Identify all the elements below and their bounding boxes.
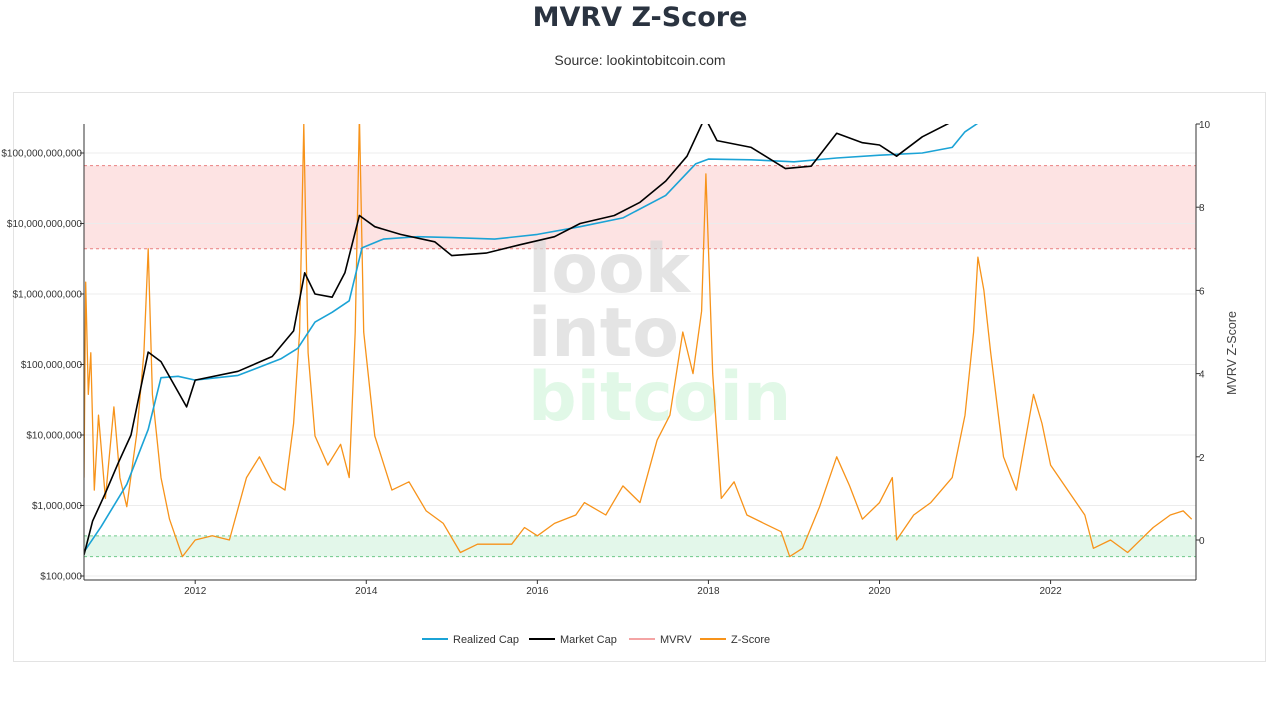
x-tick-label: 2016 [526, 586, 549, 597]
zone-red [84, 165, 1196, 249]
y-right-tick-label: 0 [1199, 536, 1205, 547]
legend-item-z-score[interactable]: Z-Score [700, 634, 770, 646]
x-tick-label: 2022 [1039, 586, 1062, 597]
y-right-tick-label: 8 [1199, 203, 1205, 214]
y-left-tick-label: $10,000,000 [26, 431, 82, 442]
watermark-line3: bitcoin [528, 358, 791, 437]
y-right-tick-label: 2 [1199, 453, 1205, 464]
x-tick-label: 2012 [184, 586, 207, 597]
grid-layer [84, 152, 1196, 577]
legend-item-mvrv[interactable]: MVRV [629, 634, 692, 646]
y-left-tick-label: $1,000,000,000 [12, 290, 82, 301]
series-z-score-line [84, 124, 1193, 558]
watermark-line2: into [528, 294, 679, 373]
chart-subtitle: Source: lookintobitcoin.com [554, 52, 726, 68]
series-layer [84, 124, 1193, 558]
zone-green [84, 535, 1196, 557]
y-left-tick-label: $1,000,000 [32, 501, 82, 512]
legend-label: Realized Cap [453, 634, 519, 646]
watermark: look into bitcoin [528, 230, 791, 437]
axes-layer [83, 124, 1197, 581]
legend-item-market-cap[interactable]: Market Cap [529, 634, 617, 646]
zones-layer [84, 165, 1196, 558]
y-left-tick-label: $100,000 [40, 572, 82, 583]
y-axis-title-right: MVRV Z-Score [1225, 311, 1239, 395]
legend-item-realized-cap[interactable]: Realized Cap [422, 634, 519, 646]
y-left-tick-label: $100,000,000,000 [1, 149, 82, 160]
legend-label: Market Cap [560, 634, 617, 646]
legend-label: MVRV [660, 634, 692, 646]
x-tick-label: 2018 [697, 586, 720, 597]
series-market-cap-line [84, 124, 950, 555]
ticks-layer: 2012 2014 2016 2018 2020 2022 $100,000 $1,000,0… [1, 120, 1210, 597]
legend-label: Z-Score [731, 634, 770, 646]
y-left-tick-label: $10,000,000,000 [7, 219, 83, 230]
legend[interactable]: Realized Cap Market Cap MVRV Z-Score [422, 634, 770, 646]
y-left-tick-label: $100,000,000 [21, 360, 83, 371]
y-right-tick-label: 6 [1199, 286, 1205, 297]
watermark-line1: look [528, 230, 692, 309]
chart-title: MVRV Z-Score [532, 2, 748, 33]
x-tick-label: 2014 [355, 586, 378, 597]
x-tick-label: 2020 [868, 586, 891, 597]
y-right-tick-label: 10 [1199, 120, 1211, 131]
y-right-tick-label: 4 [1199, 370, 1205, 381]
